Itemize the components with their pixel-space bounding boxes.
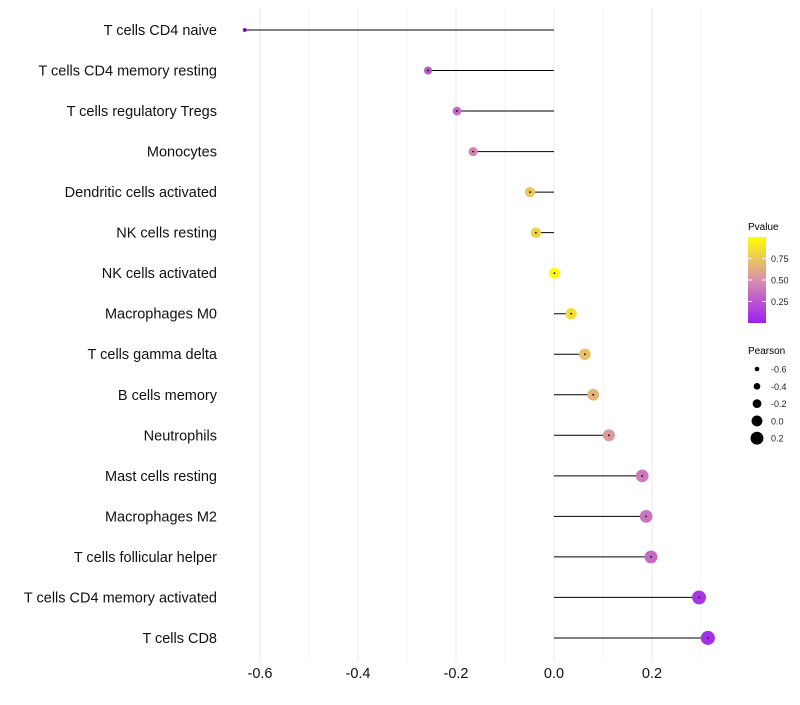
lollipop-center (592, 393, 595, 396)
y-tick-label: Neutrophils (144, 428, 217, 444)
pvalue-legend: Pvalue 0.25 0.50 0.75 (748, 222, 789, 323)
lollipop-center (529, 191, 531, 194)
size-legend-label: 0.0 (771, 416, 784, 426)
grid (259, 8, 702, 662)
marks (242, 27, 715, 646)
size-legend-label: -0.6 (771, 365, 787, 375)
y-tick-label: Macrophages M2 (105, 509, 217, 525)
y-tick-label: T cells CD4 memory resting (38, 64, 217, 80)
y-tick-label: T cells gamma delta (88, 347, 218, 363)
lollipop-center (706, 637, 709, 639)
lollipop-center (645, 515, 648, 518)
size-legend-dot (754, 366, 760, 372)
lollipop-center (570, 312, 573, 315)
pearson-legend-title: Pearson (748, 346, 785, 357)
lollipop-center (583, 353, 586, 356)
lollipop-center (427, 69, 429, 72)
colorbar-tick-label: 0.25 (771, 297, 789, 307)
lollipop-center (607, 434, 610, 437)
lollipop-center (472, 150, 475, 153)
pvalue-legend-title: Pvalue (748, 222, 779, 233)
size-legend-dot (752, 399, 762, 408)
lollipop-center (553, 272, 556, 275)
lollipop-center (698, 596, 700, 599)
lollipop-center (243, 29, 246, 31)
x-tick-label: 0.2 (642, 666, 662, 682)
y-tick-label: T cells CD4 memory activated (24, 590, 217, 606)
x-tick-label: -0.4 (346, 666, 371, 682)
y-tick-label: T cells follicular helper (74, 550, 217, 566)
lollipop-center (456, 110, 458, 112)
x-axis-labels: -0.6 -0.4 -0.2 0.0 0.2 (248, 666, 663, 682)
size-legend-label: -0.2 (771, 399, 787, 409)
y-tick-label: T cells CD8 (142, 631, 217, 647)
pvalue-colorbar (748, 237, 766, 323)
y-tick-label: B cells memory (118, 388, 218, 404)
size-legend-label: 0.2 (771, 434, 784, 444)
y-axis-labels: T cells CD4 naive T cells CD4 memory rest… (24, 23, 218, 647)
y-tick-label: NK cells activated (102, 266, 217, 282)
size-legend-dot (750, 431, 764, 445)
x-tick-label: 0.0 (544, 666, 564, 682)
y-tick-label: Macrophages M0 (105, 307, 217, 323)
lollipop-center (650, 555, 652, 558)
x-tick-label: -0.2 (444, 666, 469, 682)
colorbar-tick-label: 0.75 (771, 254, 789, 264)
y-tick-label: T cells CD4 naive (104, 23, 217, 39)
size-legend-label: -0.4 (771, 382, 787, 392)
y-tick-label: Dendritic cells activated (65, 185, 217, 201)
lollipop-center (534, 231, 537, 234)
lollipop-center (641, 474, 644, 477)
size-legend-dot (751, 415, 763, 427)
y-tick-label: NK cells resting (116, 226, 217, 242)
y-tick-label: Monocytes (147, 145, 217, 161)
y-tick-label: T cells regulatory Tregs (67, 104, 217, 120)
colorbar-tick-label: 0.50 (771, 276, 789, 286)
y-tick-label: Mast cells resting (105, 469, 217, 485)
x-tick-label: -0.6 (248, 666, 273, 682)
pearson-legend: Pearson -0.6 -0.4 -0.2 0.0 0.2 (748, 346, 787, 445)
size-legend-dot (753, 382, 761, 390)
